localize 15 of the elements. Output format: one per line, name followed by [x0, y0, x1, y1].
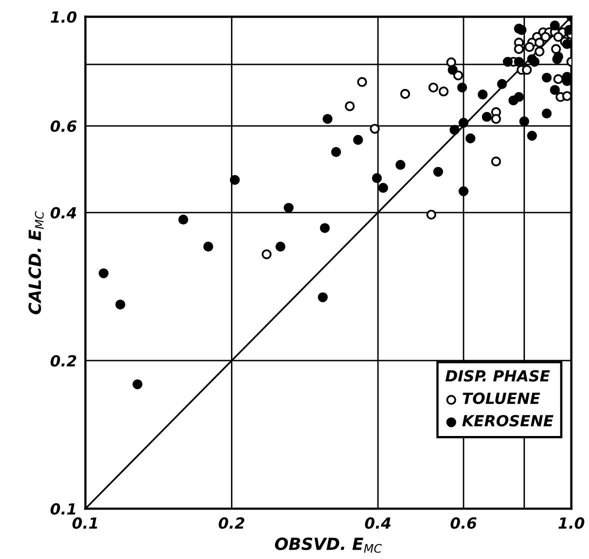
x-tick-label: 0.6	[450, 517, 477, 529]
x-tick-label: 0.1	[72, 517, 98, 529]
y-tick-label: 0.2	[50, 355, 76, 367]
y-tick-label: 0.6	[50, 120, 77, 132]
legend-title: DISP. PHASE	[445, 370, 550, 382]
x-tick-label: 0.4	[364, 517, 391, 529]
x-tick-label: 0.2	[218, 517, 244, 529]
y-tick-label: 1.0	[50, 11, 77, 23]
legend-label: KEROSENE	[462, 414, 554, 427]
x-axis-title: OBSVD. E$_{MC}$	[274, 538, 382, 553]
x-tick-label: 1.0	[558, 517, 584, 529]
y-axis-title: CALCD. E$_{MC}$	[28, 211, 44, 314]
legend-label: TOLUENE	[462, 392, 540, 404]
y-tick-label: 0.4	[50, 206, 76, 219]
y-tick-label: 0.1	[50, 503, 76, 515]
